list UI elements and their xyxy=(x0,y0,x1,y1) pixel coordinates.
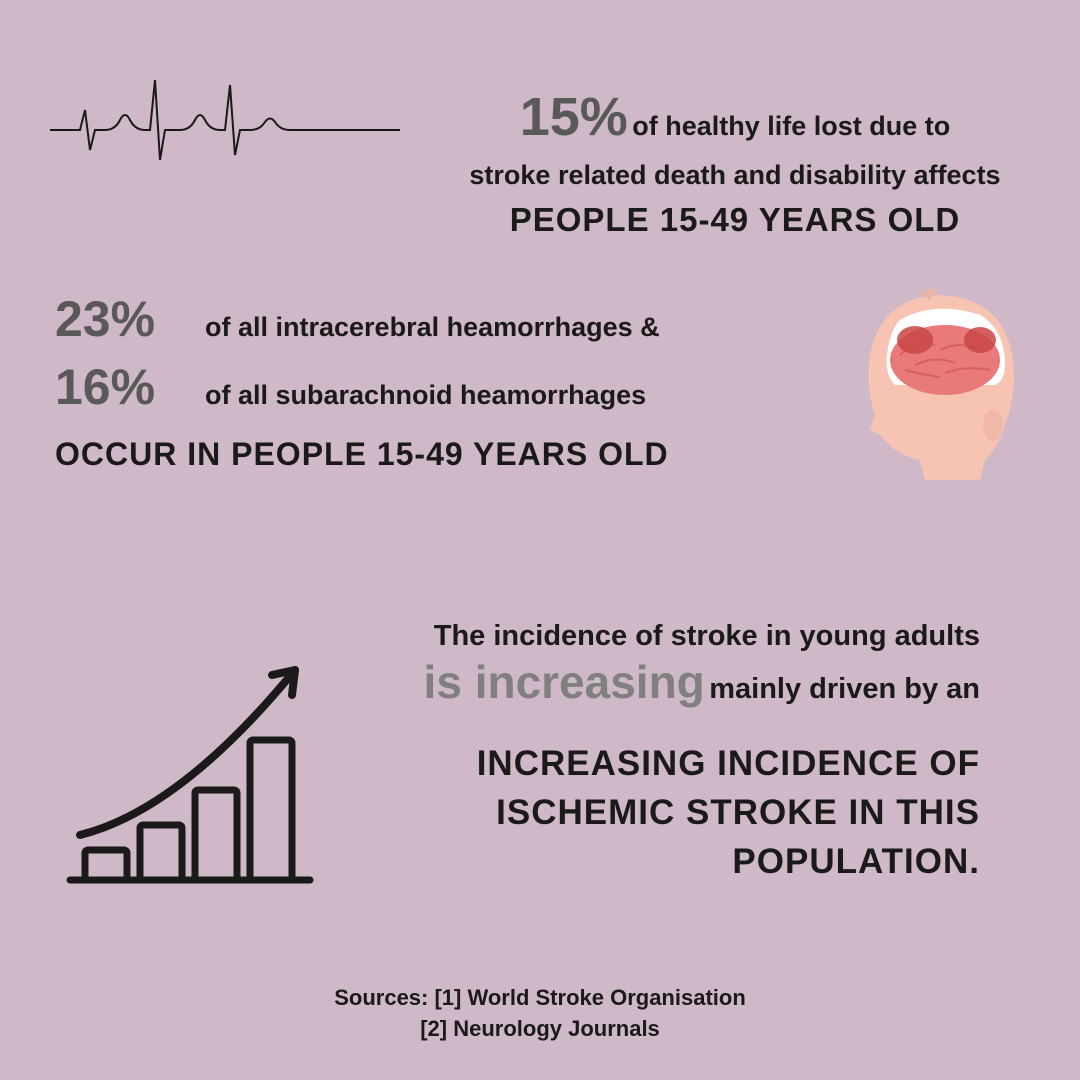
incidence-big: is increasing xyxy=(424,656,705,708)
incidence-emph2: ISCHEMIC STROKE IN THIS xyxy=(310,788,980,837)
growth-chart-icon xyxy=(60,640,320,900)
incidence-emph3: POPULATION. xyxy=(310,837,980,886)
incidence-emph1: INCREASING INCIDENCE OF xyxy=(310,739,980,788)
stat1-text-a: of healthy life lost due to xyxy=(632,111,950,141)
source-2: [2] Neurology Journals xyxy=(0,1014,1080,1045)
brain-icon xyxy=(845,285,1025,485)
stat1-block: 15% of healthy life lost due to stroke r… xyxy=(440,80,1030,239)
incidence-line1: The incidence of stroke in young adults xyxy=(310,620,980,653)
stat1-emphasis: PEOPLE 15-49 YEARS OLD xyxy=(440,201,1030,239)
incidence-rest: mainly driven by an xyxy=(709,673,980,705)
stat2-percent-a: 23% xyxy=(55,290,205,348)
stat1-percent: 15% xyxy=(520,87,628,147)
sources: Sources: [1] World Stroke Organisation [… xyxy=(0,983,1080,1045)
stat2-desc-b: of all subarachnoid heamorrhages xyxy=(205,380,646,411)
ecg-icon xyxy=(50,70,400,170)
stat1-text-b: stroke related death and disability affe… xyxy=(440,160,1030,191)
source-1: Sources: [1] World Stroke Organisation xyxy=(0,983,1080,1014)
incidence-text: The incidence of stroke in young adults … xyxy=(310,620,1030,886)
stat2-desc-a: of all intracerebral heamorrhages & xyxy=(205,312,660,343)
stat2-percent-b: 16% xyxy=(55,358,205,416)
